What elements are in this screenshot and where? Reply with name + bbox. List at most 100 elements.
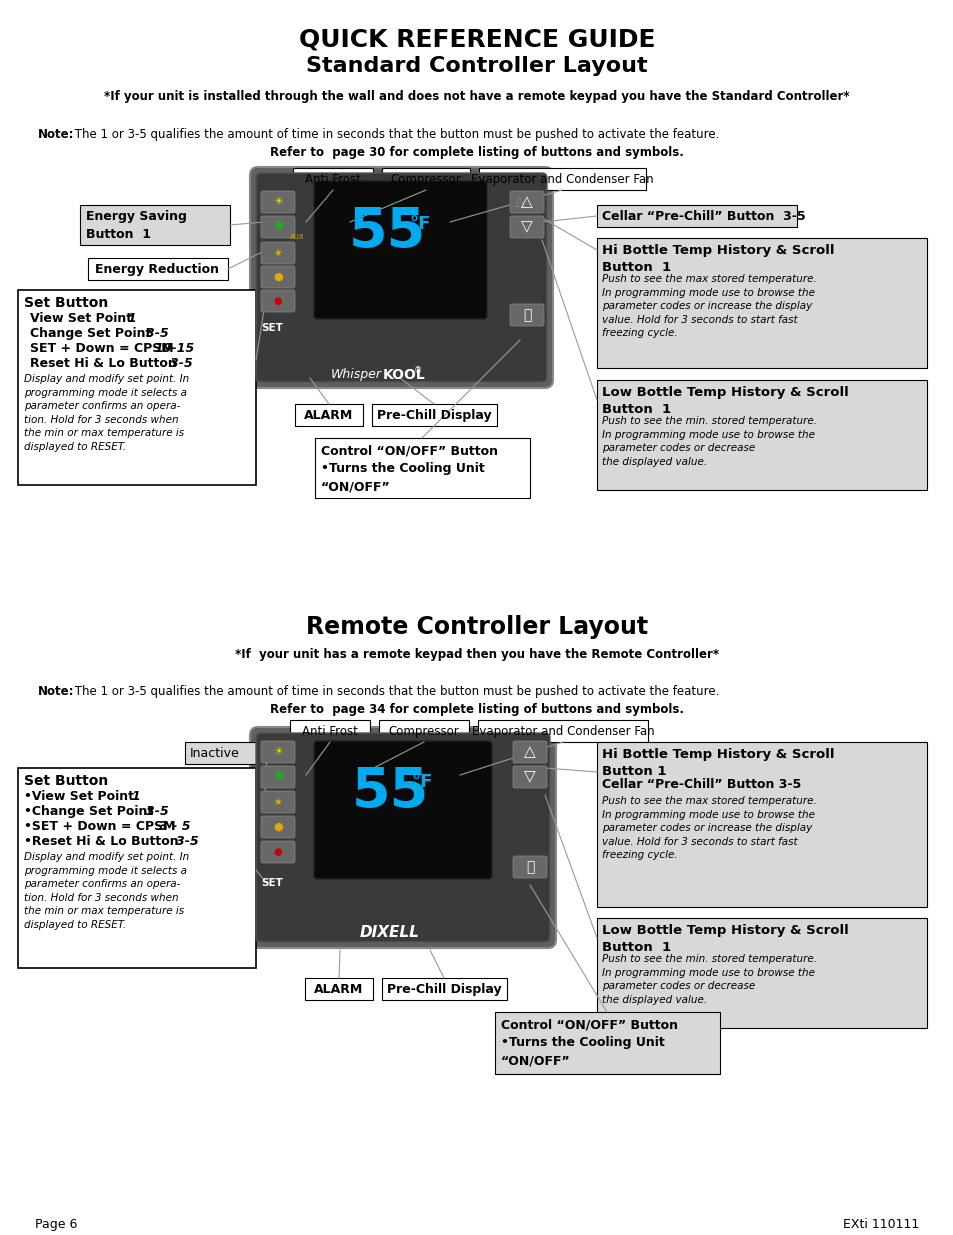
Text: •Change Set Point: •Change Set Point (24, 805, 162, 818)
Text: △: △ (520, 194, 533, 210)
Text: Page 6: Page 6 (35, 1218, 77, 1231)
FancyBboxPatch shape (255, 173, 546, 382)
Text: •View Set Point: •View Set Point (24, 790, 138, 803)
Text: Standard Controller Layout: Standard Controller Layout (306, 56, 647, 77)
Text: Hi Bottle Temp History & Scroll
Button 1: Hi Bottle Temp History & Scroll Button 1 (601, 748, 834, 778)
Text: 3-5: 3-5 (175, 835, 198, 848)
Text: Evaporator and Condenser Fan: Evaporator and Condenser Fan (471, 725, 654, 739)
Text: ●: ● (274, 296, 282, 306)
FancyBboxPatch shape (597, 205, 796, 227)
Text: Display and modify set point. In
programming mode it selects a
parameter confirm: Display and modify set point. In program… (24, 374, 189, 452)
FancyBboxPatch shape (597, 238, 926, 368)
FancyBboxPatch shape (185, 742, 267, 764)
FancyBboxPatch shape (597, 380, 926, 490)
Text: Push to see the min. stored temperature.
In programming mode use to browse the
p: Push to see the min. stored temperature.… (601, 953, 816, 1005)
Text: ▽: ▽ (523, 769, 536, 784)
FancyBboxPatch shape (250, 727, 556, 948)
Text: KOOL: KOOL (382, 368, 425, 382)
Text: Control “ON/OFF” Button
•Turns the Cooling Unit
“ON/OFF”: Control “ON/OFF” Button •Turns the Cooli… (320, 445, 497, 493)
Text: ●: ● (274, 847, 282, 857)
Text: 3-5: 3-5 (170, 357, 193, 370)
FancyBboxPatch shape (261, 816, 294, 839)
Text: 3-5: 3-5 (146, 805, 169, 818)
Text: °F: °F (411, 773, 433, 790)
Text: △: △ (523, 745, 536, 760)
FancyBboxPatch shape (513, 856, 546, 878)
FancyBboxPatch shape (294, 404, 363, 426)
Text: Compressor: Compressor (388, 725, 459, 739)
Text: ❅: ❅ (273, 771, 283, 783)
Text: 10-15: 10-15 (153, 342, 194, 354)
FancyBboxPatch shape (261, 741, 294, 763)
Text: Note:: Note: (38, 685, 74, 698)
Text: SET + Down = CPSM: SET + Down = CPSM (30, 342, 182, 354)
FancyBboxPatch shape (597, 742, 926, 906)
Text: Energy Saving
Button  1: Energy Saving Button 1 (86, 210, 187, 241)
Text: AUX: AUX (290, 233, 304, 240)
Text: •Reset Hi & Lo Button: •Reset Hi & Lo Button (24, 835, 187, 848)
FancyBboxPatch shape (261, 191, 294, 212)
Text: The 1 or 3-5 qualifies the amount of time in seconds that the button must be pus: The 1 or 3-5 qualifies the amount of tim… (71, 128, 719, 141)
Text: ●: ● (273, 272, 283, 282)
FancyBboxPatch shape (477, 720, 647, 742)
Text: Push to see the max stored temperature.
In programming mode use to browse the
pa: Push to see the max stored temperature. … (601, 274, 816, 338)
Text: •SET + Down = CPSM: •SET + Down = CPSM (24, 820, 184, 832)
Text: °F: °F (409, 215, 430, 233)
Text: Set Button: Set Button (24, 296, 108, 310)
FancyBboxPatch shape (261, 266, 294, 288)
FancyBboxPatch shape (18, 290, 255, 485)
Text: ❅: ❅ (273, 221, 283, 233)
Text: QUICK REFERENCE GUIDE: QUICK REFERENCE GUIDE (298, 28, 655, 52)
Text: Compressor: Compressor (390, 173, 461, 186)
FancyBboxPatch shape (513, 766, 546, 788)
FancyBboxPatch shape (290, 720, 370, 742)
Text: ▽: ▽ (520, 220, 533, 235)
FancyBboxPatch shape (261, 290, 294, 312)
FancyBboxPatch shape (293, 168, 373, 190)
Text: EXti 110111: EXti 110111 (841, 1218, 918, 1231)
FancyBboxPatch shape (305, 978, 373, 1000)
FancyBboxPatch shape (513, 741, 546, 763)
FancyBboxPatch shape (314, 438, 530, 498)
Text: 1: 1 (131, 790, 139, 803)
FancyBboxPatch shape (510, 216, 543, 238)
Text: 55: 55 (351, 764, 428, 819)
Text: The 1 or 3-5 qualifies the amount of time in seconds that the button must be pus: The 1 or 3-5 qualifies the amount of tim… (71, 685, 719, 698)
FancyBboxPatch shape (495, 1011, 720, 1074)
Text: Inactive: Inactive (190, 747, 239, 760)
FancyBboxPatch shape (261, 242, 294, 264)
Text: Control “ON/OFF” Button
•Turns the Cooling Unit
“ON/OFF”: Control “ON/OFF” Button •Turns the Cooli… (500, 1018, 678, 1067)
Text: Cellar “Pre-Chill” Button  3-5: Cellar “Pre-Chill” Button 3-5 (601, 210, 804, 224)
Text: Display and modify set point. In
programming mode it selects a
parameter confirm: Display and modify set point. In program… (24, 852, 189, 930)
FancyBboxPatch shape (372, 404, 497, 426)
Text: Change Set Point: Change Set Point (30, 327, 160, 340)
FancyBboxPatch shape (80, 205, 230, 245)
Text: Energy Reduction: Energy Reduction (95, 263, 219, 275)
Text: ⏻: ⏻ (522, 308, 531, 322)
FancyBboxPatch shape (381, 978, 506, 1000)
Text: Note:: Note: (38, 128, 74, 141)
FancyBboxPatch shape (88, 258, 228, 280)
Text: △: △ (515, 195, 524, 209)
Text: SET: SET (261, 324, 283, 333)
FancyBboxPatch shape (18, 768, 255, 968)
Text: *If your unit is installed through the wall and does not have a remote keypad yo: *If your unit is installed through the w… (104, 90, 849, 103)
Text: ★: ★ (274, 797, 282, 806)
FancyBboxPatch shape (250, 167, 553, 388)
FancyBboxPatch shape (261, 216, 294, 238)
FancyBboxPatch shape (510, 304, 543, 326)
Text: Remote Controller Layout: Remote Controller Layout (306, 615, 647, 638)
Text: Evaporator and Condenser Fan: Evaporator and Condenser Fan (470, 173, 653, 186)
Text: ®: ® (414, 366, 422, 375)
Text: View Set Point: View Set Point (30, 312, 136, 325)
Text: Anti Frost: Anti Frost (305, 173, 360, 186)
Text: 1: 1 (127, 312, 135, 325)
Text: Pre-Chill Display: Pre-Chill Display (376, 409, 491, 422)
Text: ALARM: ALARM (304, 409, 354, 422)
Text: Anti Frost: Anti Frost (302, 725, 357, 739)
Text: Refer to  page 34 for complete listing of buttons and symbols.: Refer to page 34 for complete listing of… (270, 703, 683, 716)
Text: SET: SET (261, 878, 283, 888)
Text: *If  your unit has a remote keypad then you have the Remote Controller*: *If your unit has a remote keypad then y… (234, 648, 719, 661)
Text: ●: ● (273, 823, 283, 832)
Text: Push to see the max stored temperature.
In programming mode use to browse the
pa: Push to see the max stored temperature. … (601, 797, 816, 861)
